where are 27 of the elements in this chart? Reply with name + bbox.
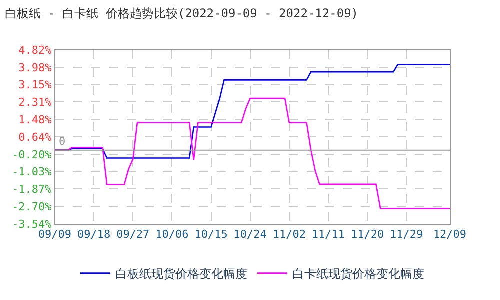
legend-label: 白卡纸现货价格变化幅度 [292, 266, 424, 281]
x-tick-label: 10/06 [156, 228, 189, 242]
x-tick-label: 09/18 [78, 228, 111, 242]
x-tick-label: 11/02 [272, 228, 306, 242]
y-tick-label: 1.48% [18, 113, 52, 126]
y-tick-label: -3.54% [12, 218, 52, 231]
chart-title: 白板纸 - 白卡纸 价格趋势比较(2022-09-09 - 2022-12-09) [5, 6, 359, 20]
x-tick-label: 12/09 [433, 228, 467, 242]
x-tick-label: 11/11 [312, 228, 346, 242]
y-tick-label: -2.70% [12, 200, 52, 214]
x-tick-label: 10/15 [194, 228, 228, 242]
y-tick-label: 2.31% [18, 96, 52, 110]
y-tick-label: 4.82% [18, 44, 52, 57]
line-series [55, 98, 450, 210]
x-tick-label: 10/24 [234, 228, 268, 242]
x-tick-label: 11/20 [350, 228, 384, 242]
y-tick-label: -1.03% [12, 166, 52, 179]
ref-line-label: 0 [59, 135, 66, 148]
y-tick-label: 0.64% [18, 130, 52, 144]
y-tick-label: -1.87% [12, 183, 52, 196]
y-tick-label: 3.15% [18, 78, 52, 92]
x-tick-label: 09/27 [116, 228, 150, 242]
y-tick-label: -0.20% [12, 148, 52, 162]
legend-label: 白板纸现货价格变化幅度 [116, 266, 248, 281]
x-tick-label: 09/09 [38, 228, 72, 242]
x-tick-label: 11/29 [390, 228, 424, 242]
y-tick-label: 3.98% [18, 61, 52, 74]
